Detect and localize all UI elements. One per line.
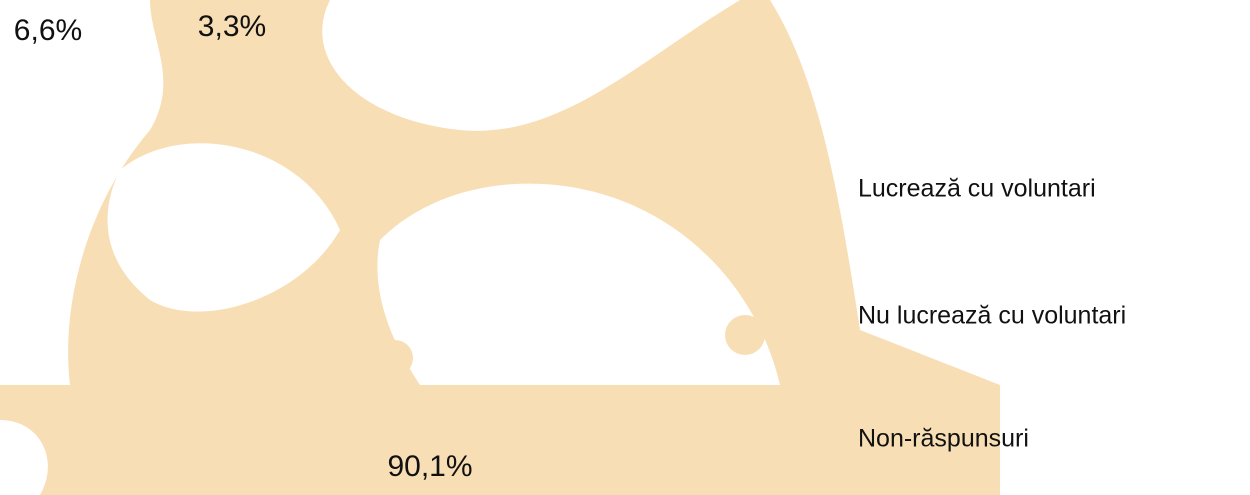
data-label: 90,1% — [387, 450, 472, 483]
legend-label: Non-răspunsuri — [858, 425, 1029, 453]
legend-label: Lucrează cu voluntari — [858, 175, 1096, 203]
data-label: 6,6% — [14, 14, 82, 47]
pie — [110, 40, 510, 440]
legend-label: Nu lucrează cu voluntari — [858, 302, 1126, 330]
chart: Lucrează cu voluntari Nu lucrează cu vol… — [0, 0, 1250, 495]
data-label: 3,3% — [198, 10, 266, 43]
